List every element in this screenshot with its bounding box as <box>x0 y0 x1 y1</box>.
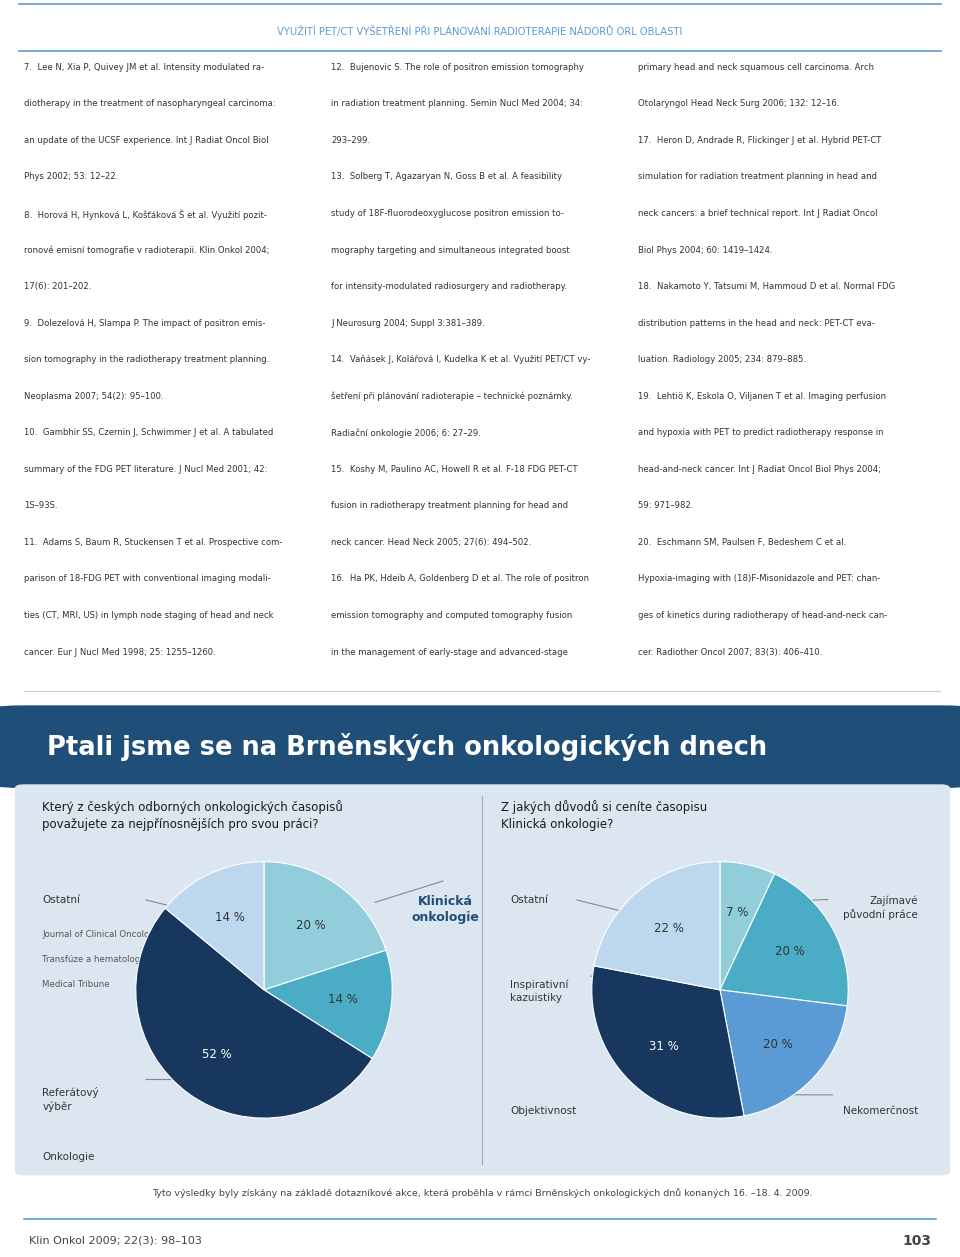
Wedge shape <box>591 965 744 1117</box>
Text: J Neurosurg 2004; Suppl 3:381–389.: J Neurosurg 2004; Suppl 3:381–389. <box>331 318 485 328</box>
Text: neck cancers: a brief technical report. Int J Radiat Oncol: neck cancers: a brief technical report. … <box>638 209 877 217</box>
Text: Klin Onkol 2009; 22(3): 98–103: Klin Onkol 2009; 22(3): 98–103 <box>29 1236 202 1246</box>
Text: sion tomography in the radiotherapy treatment planning.: sion tomography in the radiotherapy trea… <box>24 356 270 365</box>
Text: 31 %: 31 % <box>649 1040 679 1052</box>
Text: Nekomerčnost: Nekomerčnost <box>843 1106 918 1116</box>
Text: Ostatní: Ostatní <box>42 895 81 905</box>
Wedge shape <box>165 862 264 991</box>
Text: primary head and neck squamous cell carcinoma. Arch: primary head and neck squamous cell carc… <box>638 63 875 72</box>
Text: parison of 18-FDG PET with conventional imaging modali-: parison of 18-FDG PET with conventional … <box>24 574 271 583</box>
Text: simulation for radiation treatment planning in head and: simulation for radiation treatment plann… <box>638 172 877 181</box>
Text: study of 18F-fluorodeoxyglucose positron emission to-: study of 18F-fluorodeoxyglucose positron… <box>331 209 564 217</box>
Wedge shape <box>594 862 720 991</box>
Text: 20 %: 20 % <box>296 919 325 933</box>
Text: luation. Radiology 2005; 234: 879–885.: luation. Radiology 2005; 234: 879–885. <box>638 356 806 365</box>
Text: Radiační onkologie 2006; 6: 27–29.: Radiační onkologie 2006; 6: 27–29. <box>331 429 481 437</box>
Text: emission tomography and computed tomography fusion: emission tomography and computed tomogra… <box>331 611 572 620</box>
Text: 20 %: 20 % <box>775 945 804 958</box>
Text: Onkologie: Onkologie <box>42 1153 95 1163</box>
Text: šetření při plánování radioterapie – technické poznámky.: šetření při plánování radioterapie – tec… <box>331 392 573 401</box>
Text: and hypoxia with PET to predict radiotherapy response in: and hypoxia with PET to predict radiothe… <box>638 429 884 437</box>
Wedge shape <box>720 862 775 991</box>
Text: Biol Phys 2004; 60: 1419–1424.: Biol Phys 2004; 60: 1419–1424. <box>638 245 773 255</box>
Text: 16.  Ha PK, Hdeib A, Goldenberg D et al. The role of positron: 16. Ha PK, Hdeib A, Goldenberg D et al. … <box>331 574 589 583</box>
Text: distribution patterns in the head and neck: PET-CT eva-: distribution patterns in the head and ne… <box>638 318 876 328</box>
Text: Journal of Clinical Oncology: Journal of Clinical Oncology <box>42 930 160 939</box>
Text: Klinická
onkologie: Klinická onkologie <box>412 895 480 924</box>
Text: in radiation treatment planning. Semin Nucl Med 2004; 34:: in radiation treatment planning. Semin N… <box>331 99 583 108</box>
Text: fusion in radiotherapy treatment planning for head and: fusion in radiotherapy treatment plannin… <box>331 502 568 510</box>
Text: Phys 2002; 53: 12–22.: Phys 2002; 53: 12–22. <box>24 172 118 181</box>
Text: 14 %: 14 % <box>328 993 358 1007</box>
Text: 13.  Solberg T, Agazaryan N, Goss B et al. A feasibility: 13. Solberg T, Agazaryan N, Goss B et al… <box>331 172 563 181</box>
Text: 293–299.: 293–299. <box>331 136 371 145</box>
Wedge shape <box>720 991 848 1116</box>
Text: 52 %: 52 % <box>203 1047 232 1061</box>
Text: Neoplasma 2007; 54(2): 95–100.: Neoplasma 2007; 54(2): 95–100. <box>24 392 163 401</box>
Text: 7 %: 7 % <box>726 906 749 919</box>
FancyBboxPatch shape <box>14 784 950 1175</box>
Text: 7.  Lee N, Xia P, Quivey JM et al. Intensity modulated ra-: 7. Lee N, Xia P, Quivey JM et al. Intens… <box>24 63 264 72</box>
Text: Zajímavé
původní práce: Zajímavé původní práce <box>843 895 918 920</box>
Text: Který z českých odborných onkologických časopisů
považujete za nejpřínosnějších : Který z českých odborných onkologických … <box>42 799 344 831</box>
Text: 8.  Horová H, Hynková L, Košťáková Š et al. Využití pozit-: 8. Horová H, Hynková L, Košťáková Š et a… <box>24 209 267 220</box>
Text: Referátový
výběr: Referátový výběr <box>42 1087 99 1112</box>
Wedge shape <box>135 908 372 1117</box>
Text: Transfúze a hematologie dnes: Transfúze a hematologie dnes <box>42 955 172 964</box>
Text: diotherapy in the treatment of nasopharyngeal carcinoma:: diotherapy in the treatment of nasophary… <box>24 99 276 108</box>
Text: 11.  Adams S, Baum R, Stuckensen T et al. Prospective com-: 11. Adams S, Baum R, Stuckensen T et al.… <box>24 538 282 547</box>
Text: cancer. Eur J Nucl Med 1998; 25: 1255–1260.: cancer. Eur J Nucl Med 1998; 25: 1255–12… <box>24 647 216 656</box>
Text: 17.  Heron D, Andrade R, Flickinger J et al. Hybrid PET-CT: 17. Heron D, Andrade R, Flickinger J et … <box>638 136 881 145</box>
Text: 15.  Koshy M, Paulino AC, Howell R et al. F-18 FDG PET-CT: 15. Koshy M, Paulino AC, Howell R et al.… <box>331 465 578 474</box>
Text: 12.  Bujenovic S. The role of positron emission tomography: 12. Bujenovic S. The role of positron em… <box>331 63 584 72</box>
Text: VYUŽITÍ PET/CT VYŠETŘENÍ PŘI PLÁNOVÁNÍ RADIOTERAPIE NÁDORŮ ORL OBLASTI: VYUŽITÍ PET/CT VYŠETŘENÍ PŘI PLÁNOVÁNÍ R… <box>277 26 683 36</box>
Text: ties (CT, MRI, US) in lymph node staging of head and neck: ties (CT, MRI, US) in lymph node staging… <box>24 611 274 620</box>
Text: 22 %: 22 % <box>655 923 684 935</box>
Text: 14.  Vaňásek J, Kolářová I, Kudelka K et al. Využití PET/CT vy-: 14. Vaňásek J, Kolářová I, Kudelka K et … <box>331 356 590 365</box>
Text: 19.  Lehtiö K, Eskola O, Viljanen T et al. Imaging perfusion: 19. Lehtiö K, Eskola O, Viljanen T et al… <box>638 392 886 401</box>
Text: Inspirativní
kazuistiky: Inspirativní kazuistiky <box>510 980 568 1003</box>
Text: 1S–93S.: 1S–93S. <box>24 502 58 510</box>
Text: 10.  Gambhir SS, Czernin J, Schwimmer J et al. A tabulated: 10. Gambhir SS, Czernin J, Schwimmer J e… <box>24 429 274 437</box>
Text: 14 %: 14 % <box>215 911 245 924</box>
Text: head-and-neck cancer. Int J Radiat Oncol Biol Phys 2004;: head-and-neck cancer. Int J Radiat Oncol… <box>638 465 881 474</box>
Text: 59: 971–982.: 59: 971–982. <box>638 502 694 510</box>
Text: for intensity-modulated radiosurgery and radiotherapy.: for intensity-modulated radiosurgery and… <box>331 282 567 292</box>
Text: ges of kinetics during radiotherapy of head-and-neck can-: ges of kinetics during radiotherapy of h… <box>638 611 888 620</box>
Wedge shape <box>264 950 393 1058</box>
Text: Ostatní: Ostatní <box>510 895 548 905</box>
Text: Otolaryngol Head Neck Surg 2006; 132: 12–16.: Otolaryngol Head Neck Surg 2006; 132: 12… <box>638 99 840 108</box>
Text: 20 %: 20 % <box>763 1038 793 1051</box>
Text: in the management of early-stage and advanced-stage: in the management of early-stage and adv… <box>331 647 568 656</box>
Text: summary of the FDG PET literature. J Nucl Med 2001; 42:: summary of the FDG PET literature. J Nuc… <box>24 465 268 474</box>
Wedge shape <box>264 862 386 991</box>
Text: Ptali jsme se na Brněnských onkologických dnech: Ptali jsme se na Brněnských onkologickýc… <box>47 733 767 760</box>
Wedge shape <box>720 874 849 1006</box>
Text: ronové emisní tomografie v radioterapii. Klin Onkol 2004;: ronové emisní tomografie v radioterapii.… <box>24 245 270 255</box>
Text: mography targeting and simultaneous integrated boost: mography targeting and simultaneous inte… <box>331 245 570 255</box>
Text: 18.  Nakamoto Y, Tatsumi M, Hammoud D et al. Normal FDG: 18. Nakamoto Y, Tatsumi M, Hammoud D et … <box>638 282 896 292</box>
Text: Z jakých důvodů si ceníte časopisu
Klinická onkologie?: Z jakých důvodů si ceníte časopisu Klini… <box>501 799 707 831</box>
FancyBboxPatch shape <box>0 705 960 788</box>
Text: an update of the UCSF experience. Int J Radiat Oncol Biol: an update of the UCSF experience. Int J … <box>24 136 269 145</box>
Text: 17(6): 201–202.: 17(6): 201–202. <box>24 282 91 292</box>
Text: Tyto výsledky byly získány na základě dotazníkové akce, která proběhla v rámci B: Tyto výsledky byly získány na základě do… <box>152 1188 813 1198</box>
Text: Hypoxia-imaging with (18)F-Misonidazole and PET: chan-: Hypoxia-imaging with (18)F-Misonidazole … <box>638 574 880 583</box>
Text: Objektivnost: Objektivnost <box>510 1106 576 1116</box>
Text: 9.  Dolezelová H, Slampa P. The impact of positron emis-: 9. Dolezelová H, Slampa P. The impact of… <box>24 318 266 328</box>
Text: cer. Radiother Oncol 2007; 83(3): 406–410.: cer. Radiother Oncol 2007; 83(3): 406–41… <box>638 647 823 656</box>
Text: 20.  Eschmann SM, Paulsen F, Bedeshem C et al.: 20. Eschmann SM, Paulsen F, Bedeshem C e… <box>638 538 847 547</box>
Text: 103: 103 <box>902 1234 931 1248</box>
Text: neck cancer. Head Neck 2005; 27(6): 494–502.: neck cancer. Head Neck 2005; 27(6): 494–… <box>331 538 532 547</box>
Text: Medical Tribune: Medical Tribune <box>42 980 110 989</box>
